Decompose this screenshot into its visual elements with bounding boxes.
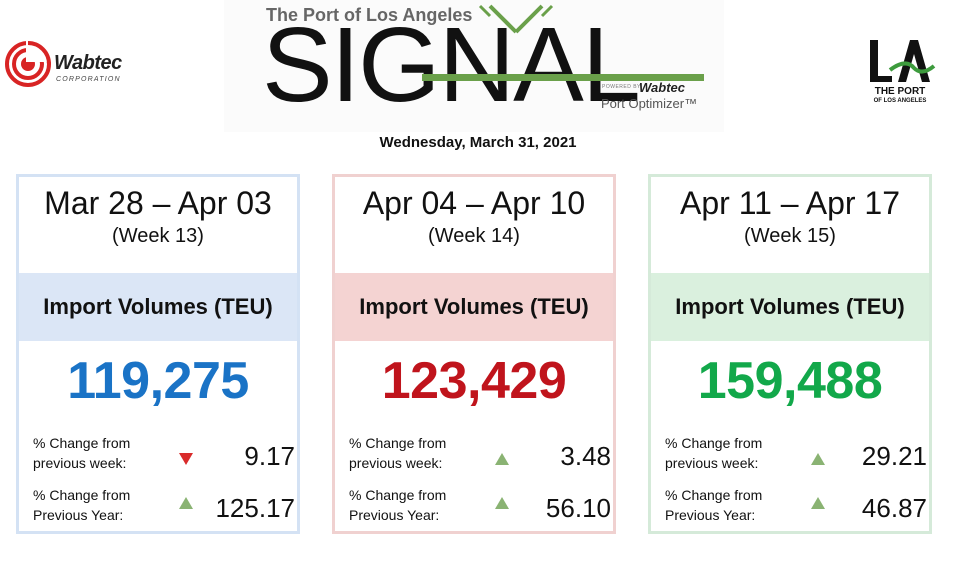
weekly-change-value: 3.48 — [560, 441, 611, 471]
week-number: (Week 13) — [112, 225, 204, 247]
week-card-1: Mar 28 – Apr 03 (Week 13) Import Volumes… — [16, 174, 300, 534]
import-volumes-heading: Import Volumes (TEU) — [335, 273, 613, 341]
weekly-change-value: 29.21 — [861, 441, 927, 471]
week-card-3: Apr 11 – Apr 17 (Week 15) Import Volumes… — [648, 174, 932, 534]
yearly-change-value: 46.87 — [861, 493, 927, 523]
teu-value: 123,429 — [381, 352, 567, 410]
wabtec-corporation-text: CORPORATION — [56, 76, 121, 83]
yearly-change-label: % Change from Previous Year: — [349, 487, 447, 523]
wabtec-logo: Wabtec CORPORATION — [4, 38, 144, 92]
weekly-change-label: % Change from previous week: — [33, 435, 131, 471]
triangle-up-icon — [811, 497, 825, 509]
port-of-la-logo: THE PORT OF LOS ANGELES — [862, 36, 938, 108]
triangle-up-icon — [495, 453, 509, 465]
triangle-up-icon — [179, 497, 193, 509]
yearly-change-label: % Change from Previous Year: — [33, 487, 131, 523]
signal-subtitle: The Port of Los Angeles — [266, 5, 473, 25]
weekly-change-label: % Change from previous week: — [349, 435, 447, 471]
la-logo-line2: OF LOS ANGELES — [873, 98, 927, 104]
weekly-change-label: % Change from previous week: — [665, 435, 763, 471]
teu-value: 159,488 — [697, 352, 883, 410]
card-header: Mar 28 – Apr 03 (Week 13) — [19, 177, 297, 273]
triangle-up-icon — [495, 497, 509, 509]
yearly-change-row: % Change from Previous Year: 125.17 — [33, 485, 295, 529]
import-volumes-heading: Import Volumes (TEU) — [651, 273, 929, 341]
triangle-up-icon — [811, 453, 825, 465]
date-range: Apr 04 – Apr 10 — [362, 185, 586, 221]
week-card-2: Apr 04 – Apr 10 (Week 14) Import Volumes… — [332, 174, 616, 534]
week-number: (Week 15) — [744, 225, 836, 247]
date-range: Apr 11 – Apr 17 — [680, 185, 900, 221]
teu-value: 119,275 — [67, 352, 249, 410]
report-date: Wednesday, March 31, 2021 — [379, 134, 577, 151]
yearly-change-value: 125.17 — [215, 493, 295, 523]
signal-title-block: SIGNAL The Port of Los Angeles POWERED B… — [224, 0, 724, 132]
yearly-change-row: % Change from Previous Year: 46.87 — [665, 485, 927, 529]
yearly-change-row: % Change from Previous Year: 56.10 — [349, 485, 611, 529]
yearly-change-label: % Change from Previous Year: — [665, 487, 763, 523]
triangle-down-icon — [179, 453, 193, 465]
wabtec-swirl-icon — [5, 40, 52, 87]
card-header: Apr 04 – Apr 10 (Week 14) — [335, 177, 613, 273]
week-number: (Week 14) — [428, 225, 520, 247]
yearly-change-value: 56.10 — [545, 493, 611, 523]
powered-by-text: POWERED BY — [602, 84, 641, 90]
import-volumes-heading: Import Volumes (TEU) — [19, 273, 297, 341]
weekly-change-value: 9.17 — [244, 441, 295, 471]
weekly-change-row: % Change from previous week: 9.17 — [33, 433, 295, 477]
signal-title: SIGNAL — [262, 6, 641, 124]
weekly-change-row: % Change from previous week: 3.48 — [349, 433, 611, 477]
date-range: Mar 28 – Apr 03 — [44, 185, 272, 221]
la-mark-icon — [870, 40, 936, 82]
wabtec-brand-text: Wabtec — [54, 52, 122, 74]
signal-x-antenna-icon — [422, 4, 704, 81]
card-header: Apr 11 – Apr 17 (Week 15) — [651, 177, 929, 273]
la-logo-line1: THE PORT — [874, 86, 926, 97]
weekly-change-row: % Change from previous week: 29.21 — [665, 433, 927, 477]
port-optimizer-text: Port Optimizer™ — [601, 96, 698, 111]
powered-by-brand: Wabtec — [639, 80, 685, 95]
